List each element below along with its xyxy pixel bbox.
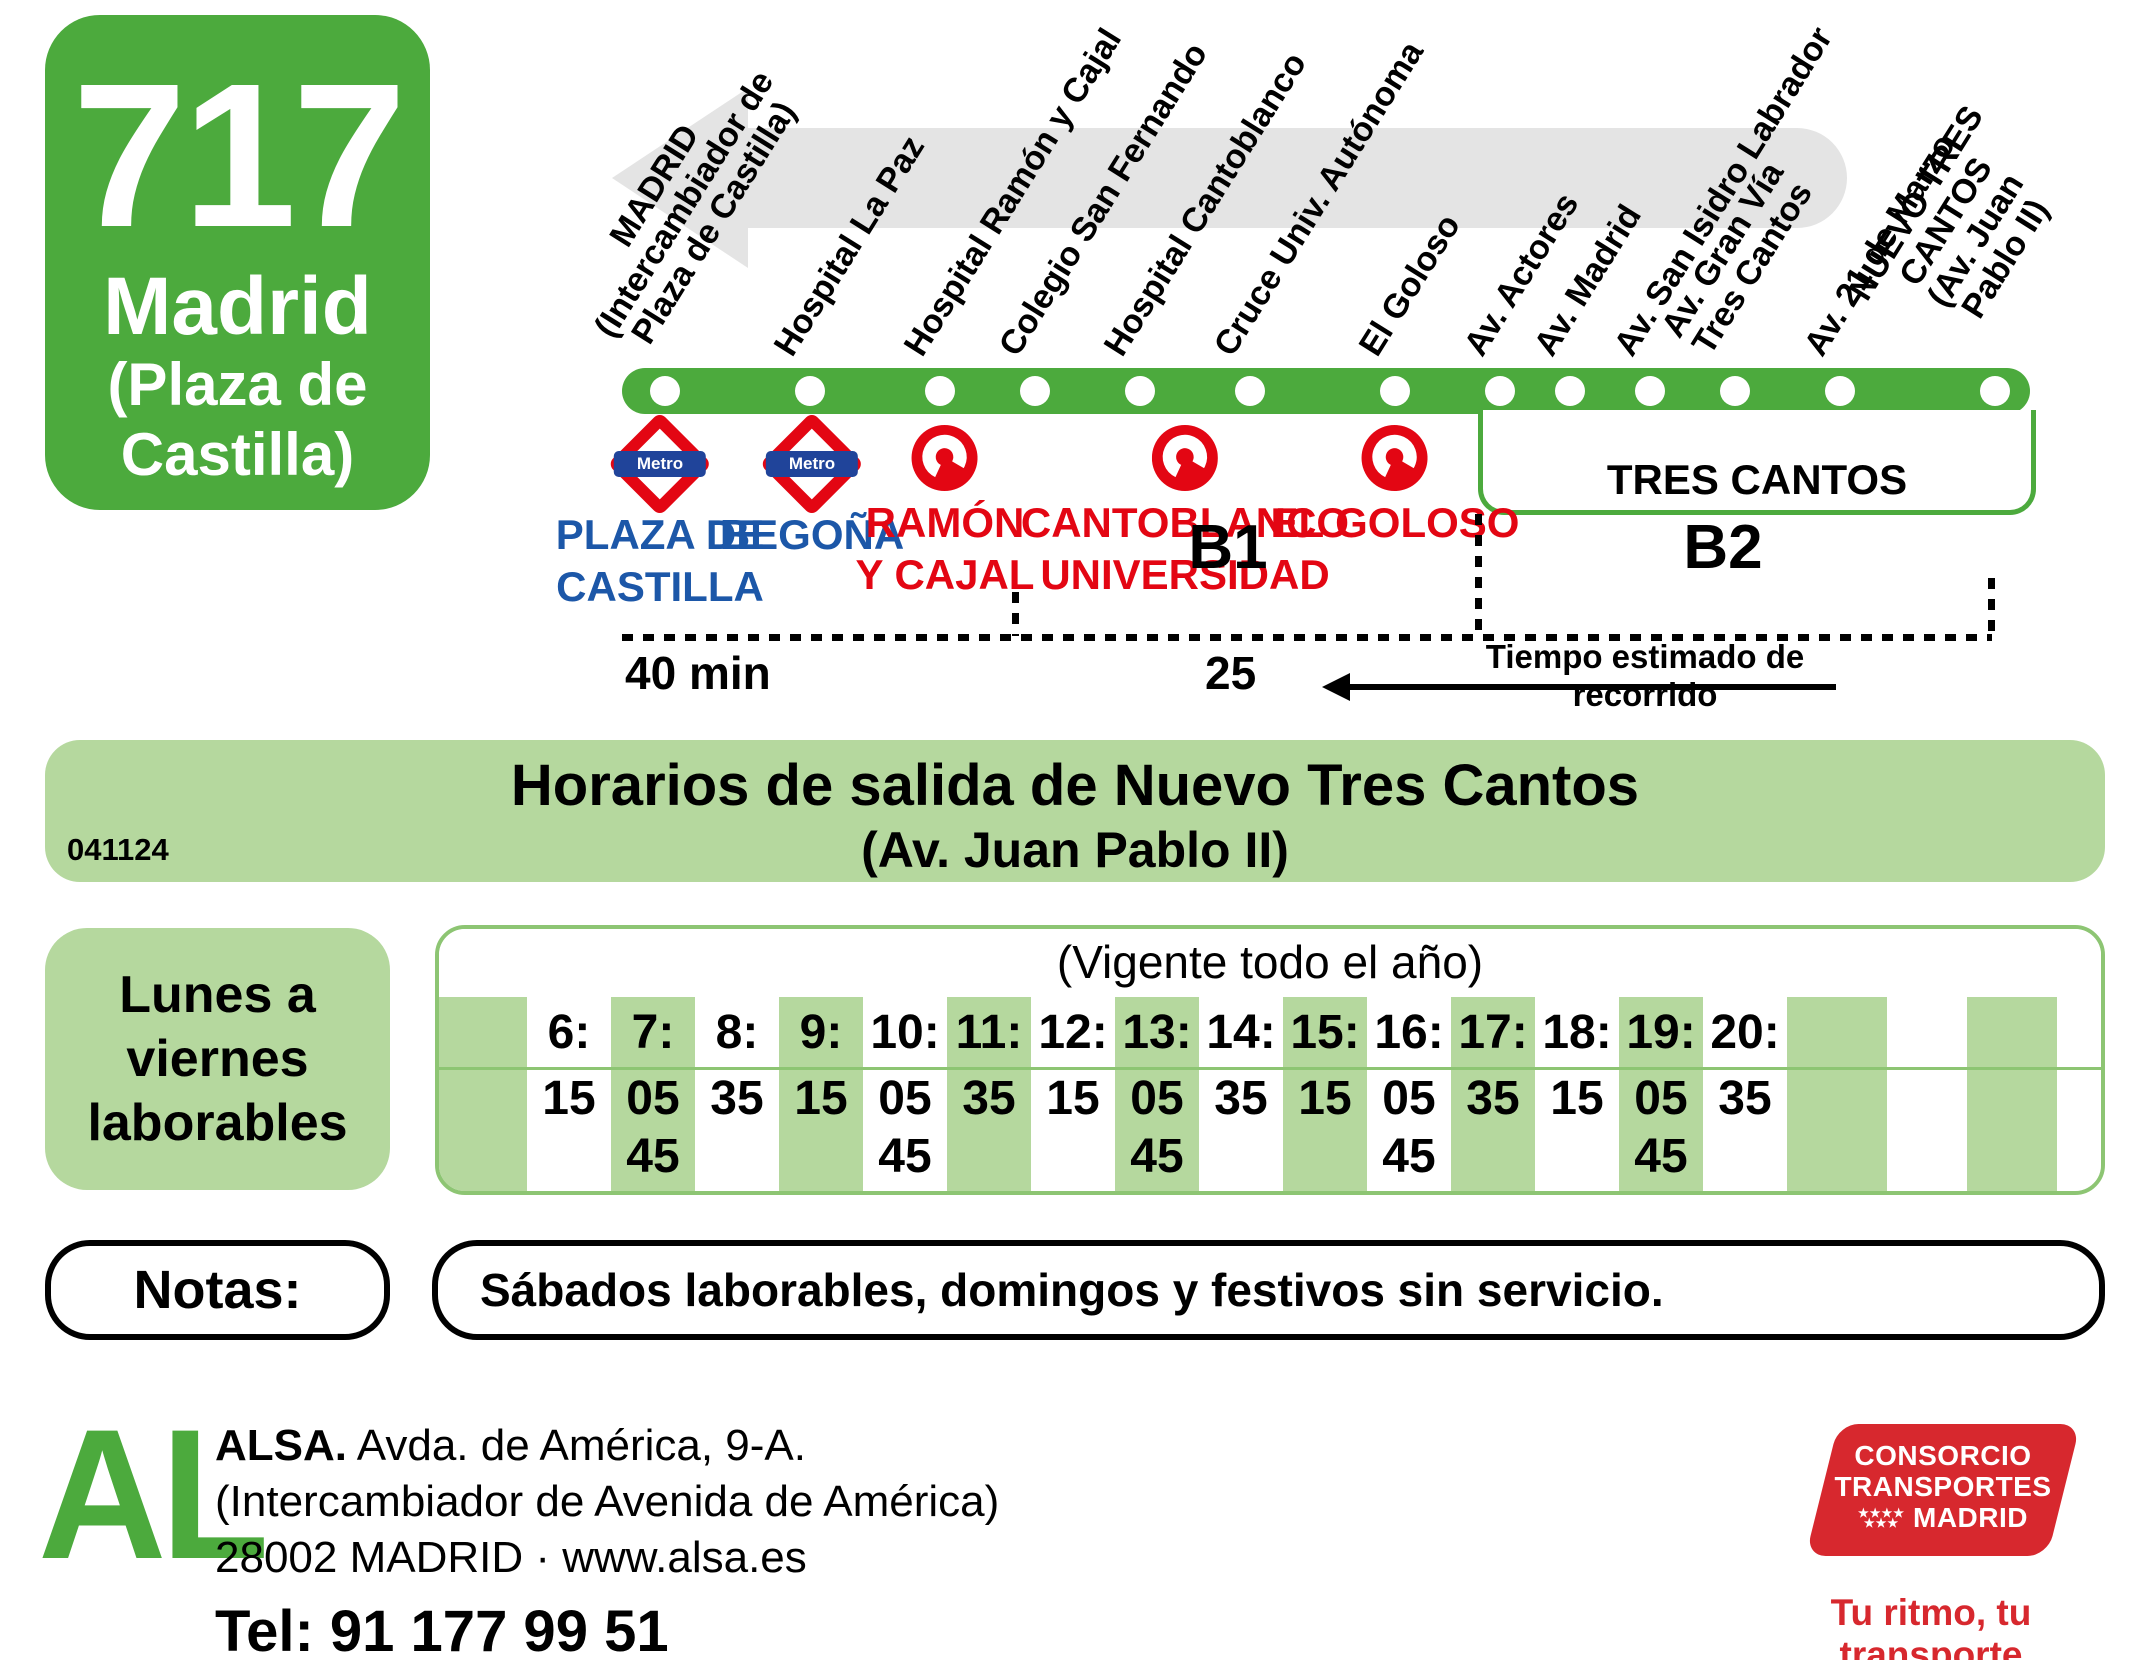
hour-column: 16: 05 45 [1367,997,1451,1191]
notes-text: Sábados laborables, domingos y festivos … [432,1240,2105,1340]
station-el-goloso: EL GOLOSO [1271,425,1519,549]
tres-cantos-zone-box: TRES CANTOS [1478,410,2036,515]
stop-dot [925,376,955,406]
metro-icon: Metro [607,411,713,517]
stop-dot [1020,376,1050,406]
stop-dot [1720,376,1750,406]
time-arrow-icon [1348,684,1836,690]
hour-column: 10: 05 45 [863,997,947,1191]
cercanias-icon [912,425,978,491]
consorcio-tagline: Tu ritmo, tu transporte [1830,1592,2032,1660]
direction-arrow-icon [745,128,1847,228]
stop-dot [795,376,825,406]
stop-dot [650,376,680,406]
hour-column: 7: 05 45 [611,997,695,1191]
zone-divider [1988,578,1995,636]
travel-time-2: 25 [1205,647,1257,699]
hour-column: 20: 35 [1703,997,1787,1191]
zone-dashed-line [622,634,1992,641]
route-diagram: MADRID (Intercambiador de Plaza de Casti… [555,20,2057,713]
route-destination-detail: (Plaza de Castilla) [107,351,368,488]
title-banner: Horarios de salida de Nuevo Tres Cantos … [45,740,2105,882]
notes-label: Notas: [45,1240,390,1340]
stop-dot [1555,376,1585,406]
hour-column: 18: 15 [1535,997,1619,1191]
stop-dot [1125,376,1155,406]
hour-column: 14: 35 [1199,997,1283,1191]
hour-column: 9: 15 [779,997,863,1191]
zone-b1: B1 [1188,513,1268,582]
operator-address: ALSA. Avda. de América, 9-A. (Intercambi… [215,1421,1000,1582]
hour-column: 13: 05 45 [1115,997,1199,1191]
timetable-code: 041124 [67,832,169,867]
route-line [622,368,2030,414]
hour-column: 15: 15 [1283,997,1367,1191]
route-number: 717 [72,41,406,270]
station-ramon-y-cajal: RAMÓN Y CAJAL [856,425,1034,601]
hour-column: 8: 35 [695,997,779,1191]
travel-time-1: 40 min [625,647,771,699]
page-subtitle: (Av. Juan Pablo II) [861,822,1289,878]
time-arrow-head-icon [1322,673,1350,701]
hour-column: 11: 35 [947,997,1031,1191]
route-destination: Madrid [103,261,372,352]
consorcio-logo: CONSORCIO TRANSPORTES ★★★★ ★★★ MADRID [1805,1424,2081,1556]
hour-column: 6: 15 [527,997,611,1191]
madrid-stars-icon: ★★★★ ★★★ [1857,1505,1906,1530]
hour-minute-divider [439,1067,2101,1070]
stop-dot [1235,376,1265,406]
day-type-label: Lunes a viernes laborables [45,928,390,1190]
stop-dot [1635,376,1665,406]
departures-grid: 6: 15 7: 05 45 8: 35 9: 15 10: 05 45 11: 35 12: 1… [439,997,2101,1191]
tres-cantos-label: TRES CANTOS [1606,456,1908,503]
cercanias-icon [1362,425,1428,491]
validity-header: (Vigente todo el año) [439,929,2101,997]
stop-dot [1485,376,1515,406]
hour-column: 12: 15 [1031,997,1115,1191]
zone-b2: B2 [1683,513,1763,582]
alsa-logo: AL [38,1390,269,1598]
departures-table: (Vigente todo el año) 6: 15 7: 05 45 8: 35 9… [435,925,2105,1195]
time-legend: Tiempo estimado de recorrido [1485,638,1805,713]
operator-name: ALSA. [215,1421,347,1470]
route-number-box: 717 Madrid (Plaza de Castilla) [45,15,430,510]
station-plaza-de-castilla: Metro PLAZA DE CASTILLA [556,411,764,613]
stop-dot [1380,376,1410,406]
operator-phone: Tel: 91 177 99 51 [215,1599,669,1660]
station-cantoblanco: CANTOBLANCO UNIVERSIDAD [1021,425,1349,601]
stop-dot [1825,376,1855,406]
stop-dot [1980,376,2010,406]
hour-column: 17: 35 [1451,997,1535,1191]
page-title: Horarios de salida de Nuevo Tres Cantos [510,753,1640,818]
station-begona: Metro BEGOÑA [720,411,904,561]
zone-divider [1475,514,1482,636]
metro-icon: Metro [759,411,865,517]
hour-column: 19: 05 45 [1619,997,1703,1191]
cercanias-icon [1152,425,1218,491]
zone-divider [1012,592,1019,636]
